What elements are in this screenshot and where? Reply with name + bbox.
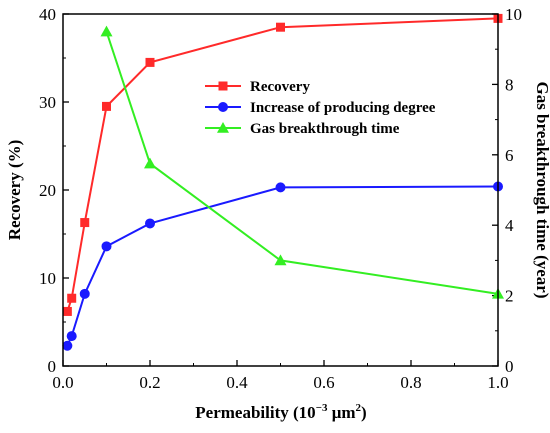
y-right-tick-label: 0 xyxy=(505,357,514,376)
data-point xyxy=(79,288,90,299)
legend-marker xyxy=(218,81,228,91)
series-layer xyxy=(62,13,504,351)
series-line xyxy=(105,31,499,295)
y-left-axis-title: Recovery (%) xyxy=(5,140,24,241)
legend-label: Recovery xyxy=(250,79,310,95)
x-tick-label: 0.8 xyxy=(400,373,421,392)
data-point xyxy=(80,218,90,228)
data-point xyxy=(62,340,73,351)
y-left-tick-label: 0 xyxy=(48,357,57,376)
series-gas-breakthrough-time xyxy=(100,25,504,299)
y-right-tick-label: 4 xyxy=(505,216,514,235)
data-point xyxy=(102,101,111,111)
legend-item: Recovery xyxy=(205,79,310,95)
x-tick-label: 0.0 xyxy=(52,373,73,392)
legend-item: Increase of producing degree xyxy=(205,100,436,116)
data-point xyxy=(62,306,72,316)
y-right-tick-label: 2 xyxy=(505,287,514,306)
data-point xyxy=(101,241,112,252)
y-right-axis-title: Gas breakthrough time (year) xyxy=(533,81,550,298)
legend-marker xyxy=(218,102,228,112)
legend-label: Increase of producing degree xyxy=(250,100,436,116)
legend-label: Gas breakthrough time xyxy=(250,121,400,137)
data-point xyxy=(145,57,155,67)
plot-frame xyxy=(62,13,499,367)
data-point xyxy=(276,22,285,32)
y-left-tick-label: 10 xyxy=(39,269,56,288)
x-tick-label: 0.2 xyxy=(139,373,160,392)
legend-marker xyxy=(217,122,229,133)
data-point xyxy=(144,157,156,169)
y-right-tick-label: 10 xyxy=(505,5,522,24)
series-increase-of-producing-degree xyxy=(62,181,503,351)
legend: Recovery Increase of producing degree Gas … xyxy=(205,79,436,137)
data-point xyxy=(145,218,155,229)
data-point xyxy=(274,254,287,266)
series-line xyxy=(66,185,499,347)
y-left-tick-label: 30 xyxy=(39,93,56,112)
y-left-tick-label: 20 xyxy=(39,181,56,200)
series-line xyxy=(66,17,499,312)
legend-item: Gas breakthrough time xyxy=(205,121,400,137)
x-tick-label: 1.0 xyxy=(487,373,508,392)
data-point xyxy=(100,25,113,37)
data-point xyxy=(67,293,77,303)
data-point xyxy=(275,182,286,193)
data-point xyxy=(66,331,77,342)
x-axis-title: Permeability (10−3 μm2) xyxy=(195,402,366,422)
x-tick-label: 0.6 xyxy=(313,373,334,392)
x-tick-label: 0.4 xyxy=(226,373,248,392)
y-right-tick-label: 8 xyxy=(505,75,514,94)
series-recovery xyxy=(62,13,503,316)
y-left-tick-label: 40 xyxy=(39,5,56,24)
y-right-tick-label: 6 xyxy=(505,146,514,165)
